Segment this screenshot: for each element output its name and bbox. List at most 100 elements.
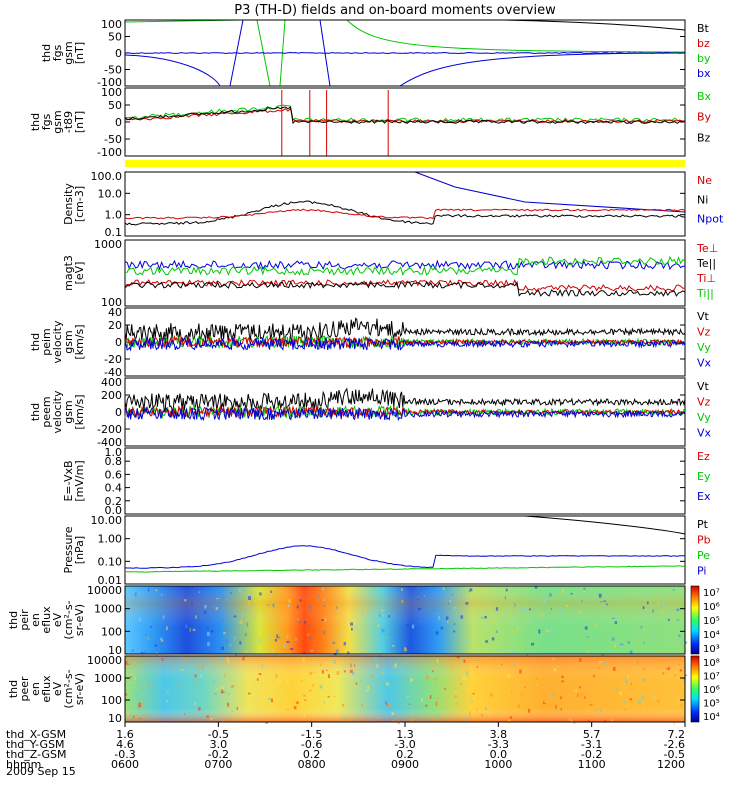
spectrogram-pixel [420, 620, 423, 623]
spectrogram-pixel [195, 680, 198, 683]
spectrogram-pixel [570, 719, 573, 723]
spectrogram-pixel [383, 629, 385, 633]
y-tick-label: 1.00 [98, 533, 123, 546]
spectrogram-pixel [451, 594, 454, 596]
spectrogram-pixel [573, 645, 576, 647]
spectrogram-pixel [388, 615, 390, 618]
y-tick-label: 400 [101, 376, 122, 389]
trace-te [124, 278, 686, 292]
spectrogram-pixel [314, 644, 315, 646]
y-axis-label: [km/s] [73, 324, 86, 359]
spectrogram-pixel [240, 619, 243, 621]
y-axis-label: sr-eV) [73, 673, 86, 705]
x-tick-value: -0.6 [301, 738, 322, 751]
legend-entry: Ez [697, 450, 710, 463]
spectrogram-pixel [624, 708, 627, 711]
spectrogram-pixel [254, 616, 257, 619]
spectrogram-pixel [148, 588, 150, 592]
spectrogram-pixel [334, 681, 336, 684]
spectrogram-pixel [661, 609, 664, 613]
spectrogram-pixel [574, 689, 578, 692]
spectrogram-pixel [614, 621, 617, 624]
spectrogram-pixel [605, 603, 608, 605]
spectrogram-pixel [579, 609, 582, 614]
spectrogram-pixel [579, 657, 582, 662]
spectrogram-pixel [438, 615, 440, 620]
trace-npot [414, 171, 686, 213]
y-tick-label: -40 [104, 366, 122, 379]
y-axis-label: en [29, 682, 42, 696]
spectrogram-pixel [643, 642, 645, 644]
spectrogram-pixel [479, 700, 481, 704]
spectrogram-pixel [130, 674, 133, 677]
spectrogram-pixel [545, 629, 549, 633]
spectrogram-pixel [604, 719, 607, 723]
spectrogram-pixel [586, 636, 589, 638]
spectrogram-pixel [658, 601, 660, 604]
y-tick-label: 50 [108, 31, 122, 44]
spectrogram-pixel [456, 656, 460, 659]
spectrogram-pixel [417, 596, 420, 600]
colorbar-tick: 10⁴ [703, 630, 720, 641]
spectrogram-pixel [184, 713, 186, 715]
y-tick-label: 10.0 [98, 187, 123, 200]
y-tick-label: 1.0 [105, 209, 123, 222]
spectrogram-pixel [160, 594, 163, 596]
spectrogram-pixel [242, 656, 245, 661]
spectrogram-pixel [136, 706, 139, 709]
spectrogram-pixel [293, 706, 297, 710]
y-tick-label: 10 [108, 644, 122, 657]
spectrogram-pixel [274, 651, 276, 654]
spectrogram-pixel [156, 646, 160, 650]
y-axis-label: [mV/m] [73, 460, 86, 501]
spectrogram-pixel [327, 696, 330, 698]
y-tick-label: 10.00 [91, 514, 123, 527]
spectrogram-pixel [206, 715, 209, 718]
panel-3: 100.0 10.0 1.0 0.1 Density[cm-3] Ne Ni Npot [62, 170, 724, 239]
spectrogram-pixel [398, 638, 400, 640]
spectrogram-pixel [468, 590, 471, 593]
legend-entry: Pt [697, 518, 709, 531]
spectrogram-pixel [231, 710, 233, 712]
spectrogram-pixel [144, 650, 147, 654]
y-tick-label: -200 [97, 423, 122, 436]
spectrogram-pixel [557, 665, 559, 668]
spectrogram-pixel [488, 601, 491, 603]
spectrogram-pixel [352, 672, 355, 676]
y-axis-label: thd [29, 333, 42, 351]
spectrogram-pixel [456, 703, 458, 705]
spectrogram-pixel [304, 699, 307, 701]
spectrogram-pixel [637, 659, 639, 663]
colorbar-tick: 10³ [703, 644, 720, 655]
y-axis-label: Density [62, 183, 75, 225]
spectrogram-pixel [138, 705, 141, 708]
spectrogram-pixel [272, 648, 274, 653]
spectrogram-pixel [185, 624, 188, 629]
spectrogram-pixel [476, 659, 478, 662]
spectrogram-pixel [309, 605, 312, 610]
y-tick-label: 100 [101, 694, 122, 707]
y-tick-label: -100 [97, 76, 122, 89]
spectrogram-pixel [166, 626, 168, 631]
spectrogram-pixel [460, 682, 463, 686]
spectrogram-pixel [507, 718, 509, 722]
spectrogram-pixel [398, 613, 400, 616]
spectrogram-pixel [333, 659, 336, 664]
spectrogram-pixel [155, 622, 158, 627]
y-tick-label: -20 [104, 353, 122, 366]
spectrogram-pixel [421, 698, 423, 702]
spectrogram-pixel [656, 699, 660, 703]
spectrogram-pixel [507, 673, 511, 678]
spectrogram-pixel [627, 675, 629, 679]
spectrogram-pixel [325, 650, 328, 652]
spectrogram-pixel [332, 641, 336, 644]
y-axis-label: peim [40, 328, 53, 356]
y-axis-label: Pressure [62, 526, 75, 573]
spectrogram-pixel [569, 718, 571, 721]
spectrogram-pixel [348, 657, 352, 659]
spectrogram-pixel [436, 697, 440, 699]
spectrogram-pixel [221, 689, 224, 694]
spectrogram-pixel [268, 697, 271, 700]
x-tick-value: -0.5 [208, 728, 229, 741]
legend-entry: by [697, 52, 711, 65]
